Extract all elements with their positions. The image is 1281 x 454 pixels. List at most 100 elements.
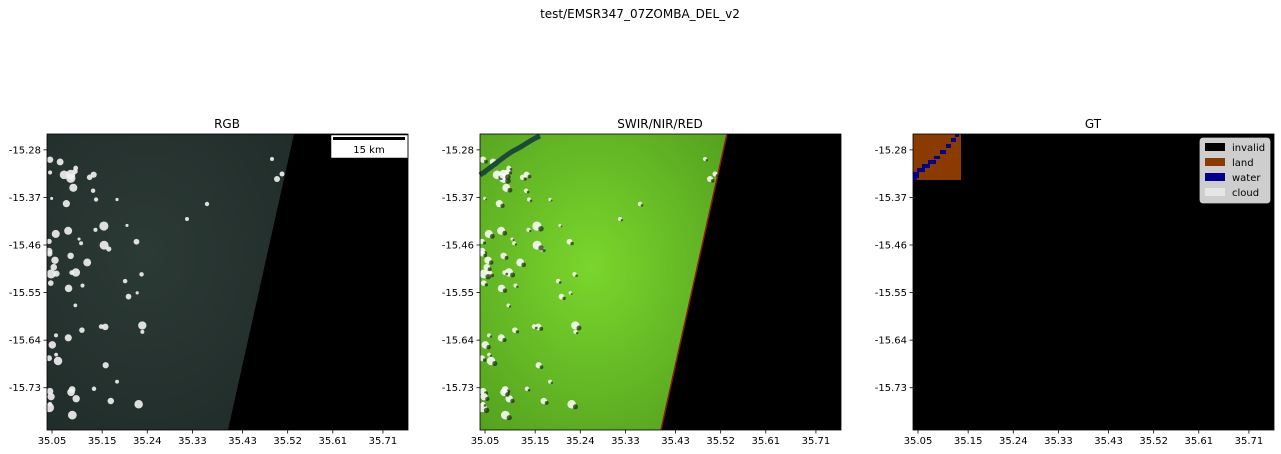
panel-title: GT (1085, 117, 1102, 131)
cloud-shadow (485, 273, 491, 280)
cloud-shadow (538, 226, 544, 232)
y-tick-label: -15.73 (442, 383, 474, 394)
cloud-patch (47, 401, 53, 407)
y-tick-label: -15.37 (875, 193, 907, 204)
cloud-shadow (550, 199, 553, 202)
cloud-shadow (527, 388, 531, 392)
y-tick-label: -15.46 (442, 241, 474, 252)
cloud-patch (115, 197, 119, 202)
cloud-shadow (534, 326, 538, 330)
cloud-shadow (502, 230, 508, 236)
cloud-shadow (558, 281, 562, 284)
legend-label-cloud: cloud (1232, 188, 1259, 199)
cloud-shadow (510, 272, 516, 278)
cloud-patch (66, 169, 76, 179)
cloud-shadow (705, 159, 708, 162)
cloud-patch (48, 341, 57, 349)
cloud-shadow (576, 325, 582, 331)
cloud-patch (102, 362, 109, 369)
cloud-shadow (529, 199, 533, 203)
legend-swatch-water (1205, 173, 1225, 181)
x-tick-label: 35.33 (1044, 436, 1073, 447)
cloud-patch (79, 327, 85, 333)
y-tick-label: -15.55 (442, 288, 474, 299)
x-tick-label: 35.61 (1184, 436, 1213, 447)
cloud-shadow (484, 159, 488, 164)
cloud-shadow (502, 337, 507, 343)
axes-frame (912, 133, 1275, 431)
x-tick-label: 35.15 (954, 436, 983, 447)
cloud-patch (101, 323, 109, 331)
cloud-shadow (544, 400, 549, 405)
cloud-patch (54, 333, 59, 338)
cloud-patch (73, 303, 78, 308)
cloud-shadow (487, 267, 492, 272)
cloud-shadow (640, 204, 644, 207)
cloud-patch (93, 227, 98, 232)
cloud-patch (54, 352, 59, 357)
cloud-shadow (510, 398, 515, 404)
x-tick-label: 35.24 (133, 436, 162, 447)
cloud-patch (67, 252, 74, 260)
water-pixel (955, 134, 959, 137)
river-feature (478, 133, 541, 178)
water-pixel (946, 144, 951, 148)
x-tick-label: 35.24 (999, 436, 1028, 447)
scene-edge-line (660, 133, 728, 431)
y-tick-label: -15.37 (442, 193, 474, 204)
water-pixel (951, 138, 956, 142)
x-tick-label: 35.05 (471, 436, 500, 447)
cloud-patch (185, 217, 189, 221)
x-tick-label: 35.33 (178, 436, 207, 447)
cloud-shadow (572, 404, 579, 410)
cloud-patch (90, 188, 96, 193)
y-tick-label: -15.28 (875, 145, 907, 156)
cloud-patch (125, 223, 129, 227)
y-tick-label: -15.28 (442, 145, 474, 156)
x-tick-label: 35.43 (1094, 436, 1123, 447)
y-axis: -15.28 -15.37 -15.46 -15.55 -15.64 -15.73 (442, 145, 480, 394)
cloud-patch (77, 237, 81, 241)
cloud-patch (46, 238, 52, 245)
panel-rgb: RGB 15 km 35.05 35.15 35.24 35.33 35.43 35.52… (9, 117, 409, 447)
x-tick-label: 35.71 (369, 436, 398, 447)
water-pixel (922, 164, 930, 168)
cloud-shadow (504, 255, 509, 260)
x-tick-label: 35.15 (521, 436, 550, 447)
cloud-patch (64, 334, 72, 342)
legend-label-water: water (1232, 173, 1261, 184)
cloud-patch (279, 171, 285, 177)
cloud-patch (139, 272, 144, 277)
cloud-shadow (539, 326, 544, 331)
cloud-patch (53, 356, 63, 366)
cloud-shadow (489, 260, 494, 265)
cloud-patch (107, 397, 115, 405)
cloud-patch (67, 410, 77, 420)
cloud-shadow (505, 174, 511, 180)
satellite-scene-rgb (47, 134, 294, 430)
y-axis: -15.28 -15.37 -15.46 -15.55 -15.64 -15.73 (9, 145, 47, 394)
legend: invalid land water cloud (1199, 137, 1271, 204)
cloud-patch (64, 284, 73, 293)
x-tick-label: 35.33 (611, 436, 640, 447)
y-axis: -15.28 -15.37 -15.46 -15.55 -15.64 -15.73 (875, 145, 913, 394)
cloud-shadow (505, 272, 509, 276)
water-pixel (934, 156, 940, 159)
axes-frame (46, 133, 409, 431)
legend-swatch-land (1205, 158, 1225, 166)
y-tick-label: -15.64 (9, 336, 41, 347)
cloud-patch (86, 174, 93, 181)
cloud-patch (99, 240, 109, 250)
cloud-shadow (492, 360, 498, 367)
panel-swir: SWIR/NIR/RED 35.05 35.15 35.24 35.33 35.43 35… (442, 117, 842, 447)
cloud-shadow (490, 273, 495, 278)
cloud-shadow (570, 241, 574, 246)
cloud-shadow (710, 179, 715, 183)
cloud-shadow (508, 305, 512, 308)
legend-box (1199, 137, 1271, 204)
cloud-patch (46, 269, 56, 279)
water-pixel (928, 160, 936, 164)
cloud-shadow (527, 174, 532, 179)
cloud-shadow (516, 285, 519, 289)
y-tick-label: -15.28 (9, 145, 41, 156)
